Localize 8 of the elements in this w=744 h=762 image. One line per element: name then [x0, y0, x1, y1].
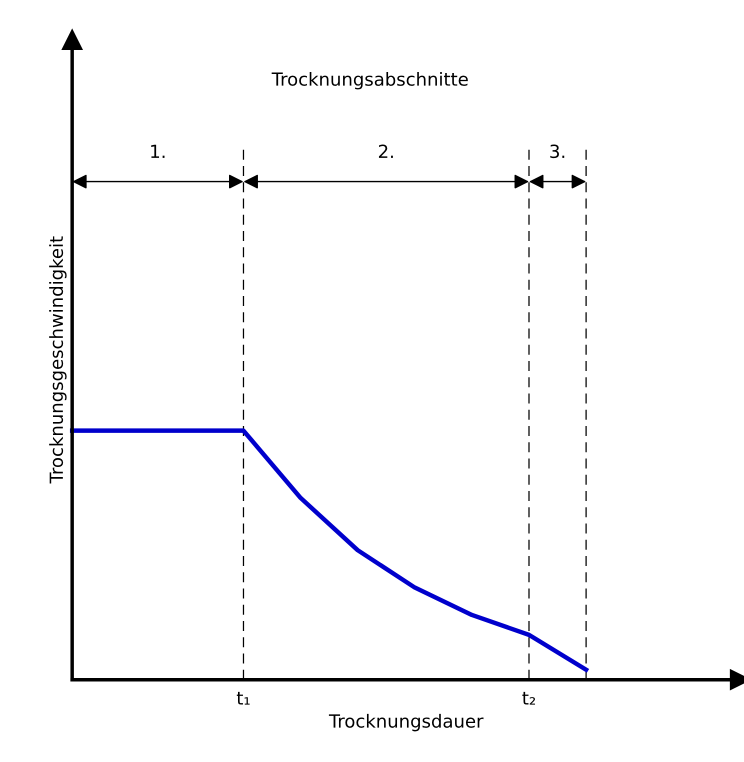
- x-tick-label: t₁: [236, 692, 250, 705]
- text: 2.: [378, 144, 393, 158]
- text: 3.: [550, 144, 564, 158]
- y-axis-title: Trocknungsgeschwindigkeit: [49, 236, 67, 484]
- chart-title: Trocknungsabschnitte: [272, 72, 468, 90]
- text: 1.: [151, 144, 164, 158]
- x-tick-label: t₂: [522, 692, 536, 705]
- x-axis-title: Trocknungsdauer: [328, 714, 484, 732]
